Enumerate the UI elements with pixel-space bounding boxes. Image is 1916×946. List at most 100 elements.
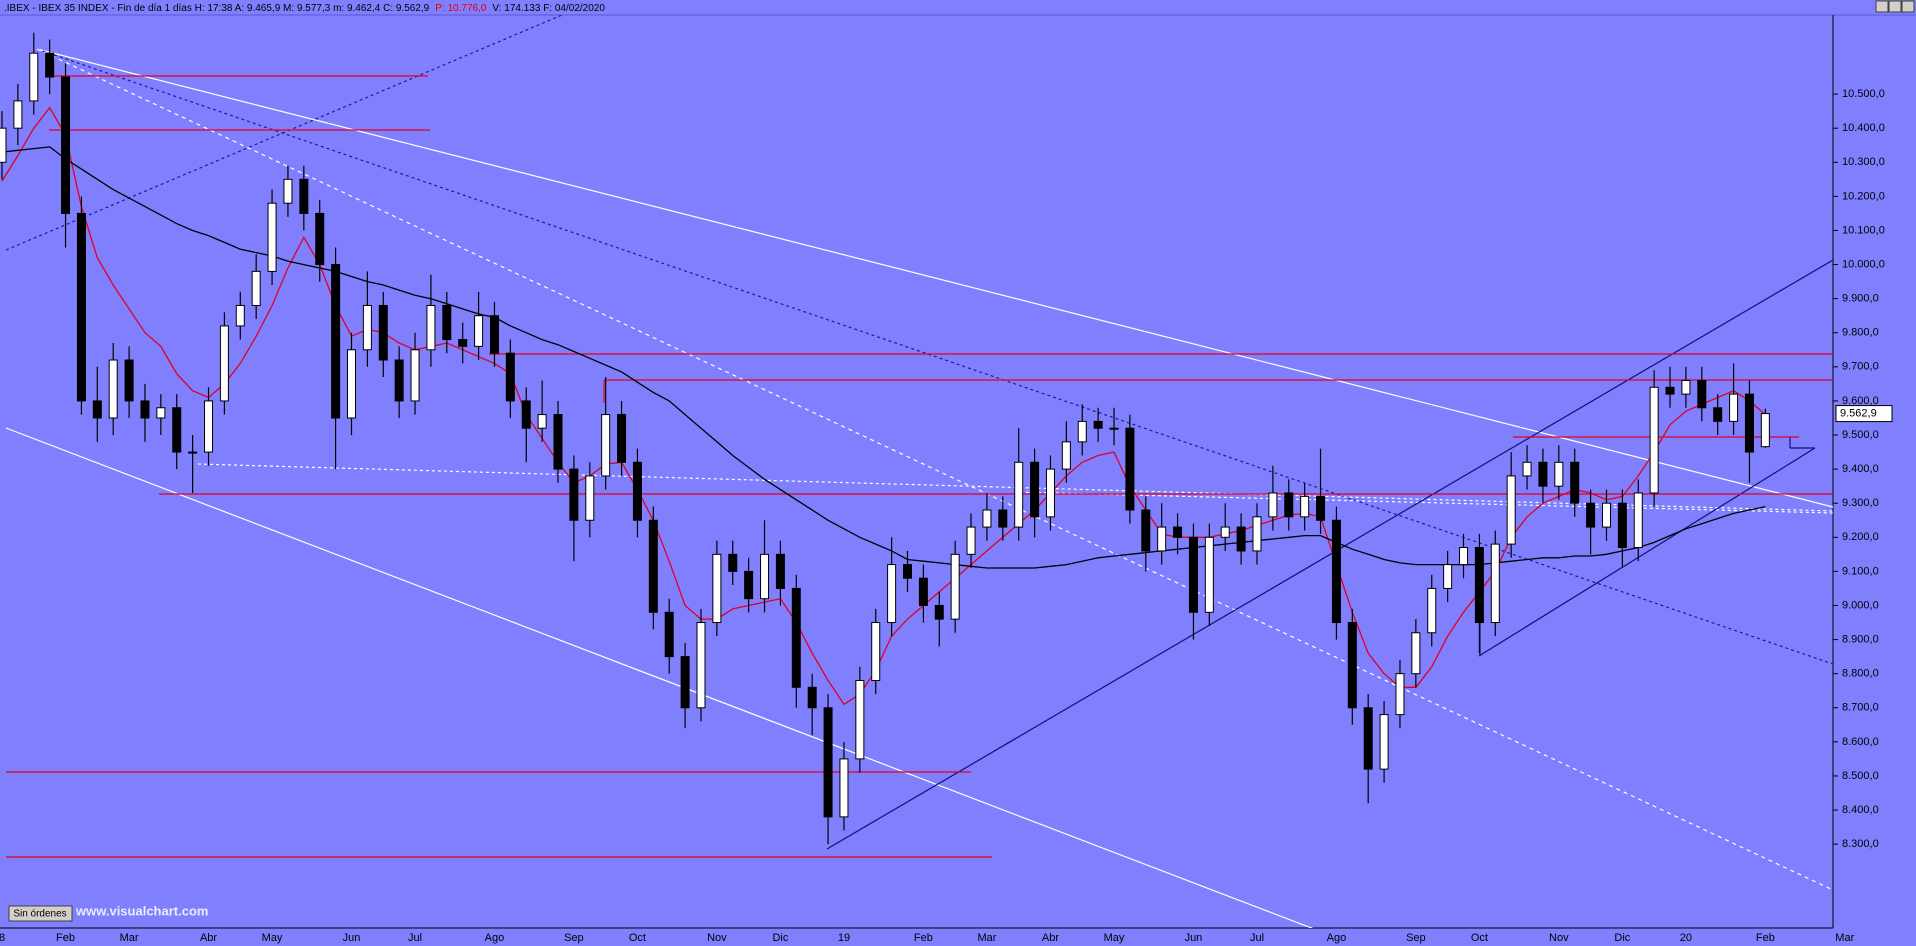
candle-body xyxy=(1633,492,1643,549)
candle-body xyxy=(632,461,642,521)
y-tick-label: 10.000,0 xyxy=(1842,258,1885,270)
candle-body xyxy=(1522,461,1532,477)
candle-body xyxy=(1665,386,1675,395)
y-tick-label: 8.700,0 xyxy=(1842,702,1879,714)
candle-body xyxy=(1268,492,1278,518)
x-tick-label: Ago xyxy=(1327,932,1347,944)
x-tick-label: May xyxy=(262,932,283,944)
candle-body xyxy=(1188,536,1198,613)
candle-body xyxy=(680,656,690,709)
candle-body xyxy=(1379,714,1389,770)
candle-body xyxy=(1617,502,1627,549)
candle-body xyxy=(1697,379,1707,409)
candle-body xyxy=(887,564,897,624)
candle-body xyxy=(1252,516,1262,552)
candle-body xyxy=(188,451,198,454)
candle-body xyxy=(791,587,801,688)
candle-body xyxy=(1220,526,1230,538)
orders-button-label[interactable]: Sin órdenes xyxy=(13,909,66,920)
close-button[interactable] xyxy=(1901,0,1915,13)
candle-body xyxy=(1506,475,1516,545)
window-buttons[interactable] xyxy=(1875,0,1915,13)
moving-average xyxy=(1,146,1766,569)
x-tick-label: Jun xyxy=(343,932,361,944)
candle-body xyxy=(934,604,944,620)
trend-line xyxy=(826,259,1833,850)
candle-body xyxy=(918,577,928,606)
series-layer xyxy=(0,32,1770,845)
y-tick-label: 8.500,0 xyxy=(1842,770,1879,782)
x-tick-label: 8 xyxy=(0,932,5,944)
candle-body xyxy=(569,468,579,521)
candle-body xyxy=(442,304,452,341)
x-tick-label: Jun xyxy=(1185,932,1203,944)
candle-body xyxy=(601,414,611,477)
y-tick-label: 10.200,0 xyxy=(1842,190,1885,202)
x-tick-label: May xyxy=(1104,932,1125,944)
y-tick-label: 10.400,0 xyxy=(1842,122,1885,134)
y-tick-label: 9.400,0 xyxy=(1842,463,1879,475)
header-extra: V: 174.133 F: 04/02/2020 xyxy=(492,3,605,14)
candle-body xyxy=(537,414,547,429)
candle-body xyxy=(823,707,833,818)
candle-body xyxy=(585,475,595,521)
candle-body xyxy=(1490,543,1500,624)
y-tick-label: 9.700,0 xyxy=(1842,361,1879,373)
candle-body xyxy=(1347,622,1357,709)
candle-body xyxy=(807,686,817,709)
candle-body xyxy=(696,622,706,709)
candle-body xyxy=(1204,536,1214,613)
y-tick-label: 8.600,0 xyxy=(1842,736,1879,748)
candle-body xyxy=(1554,461,1564,487)
x-tick-label: Feb xyxy=(914,932,933,944)
candle-body xyxy=(1045,468,1055,518)
x-tick-label: Mar xyxy=(120,932,139,944)
y-tick-label: 8.400,0 xyxy=(1842,804,1879,816)
x-tick-label: Dic xyxy=(772,932,788,944)
moving-average xyxy=(1,106,1766,706)
candle-body xyxy=(1681,379,1691,395)
watermark: www.visualchart.com xyxy=(75,903,208,918)
maximize-button[interactable] xyxy=(1888,0,1902,13)
x-tick-label: Abr xyxy=(1042,932,1059,944)
candle-body xyxy=(251,270,261,306)
candle-body xyxy=(1316,495,1326,521)
candle-body xyxy=(283,178,293,204)
candle-body xyxy=(140,400,150,419)
candle-body xyxy=(617,414,627,463)
candle-body xyxy=(331,264,341,419)
header-info: .IBEX - IBEX 35 INDEX - Fin de día 1 día… xyxy=(4,3,430,14)
candle-body xyxy=(299,178,309,214)
candle-body xyxy=(855,679,865,760)
x-tick-label: Abr xyxy=(200,932,217,944)
candle-body xyxy=(378,304,388,361)
candle-body xyxy=(1570,461,1580,504)
candle-body xyxy=(1538,461,1548,487)
candle-body xyxy=(410,349,420,402)
candle-body xyxy=(1474,547,1484,624)
x-tick-label: Oct xyxy=(1471,932,1488,944)
candle-body xyxy=(45,52,55,78)
candle-body xyxy=(426,304,436,351)
candle-body xyxy=(1586,502,1596,528)
candle-body xyxy=(156,407,166,419)
last-price-label: 9.562,9 xyxy=(1840,407,1877,419)
x-tick-label: Feb xyxy=(56,932,75,944)
x-tick-label: Oct xyxy=(629,932,646,944)
trend-line xyxy=(1478,447,1816,657)
candle-body xyxy=(1459,547,1469,566)
y-tick-label: 10.300,0 xyxy=(1842,156,1885,168)
candle-body xyxy=(346,349,356,419)
candle-body xyxy=(664,611,674,658)
candle-body xyxy=(839,758,849,818)
y-tick-label: 10.100,0 xyxy=(1842,224,1885,236)
y-tick-label: 9.600,0 xyxy=(1842,395,1879,407)
x-tick-label: Sep xyxy=(1406,932,1426,944)
orders-button[interactable] xyxy=(8,905,73,922)
candle-body xyxy=(1157,526,1167,552)
candle-body xyxy=(775,553,785,589)
minimize-button[interactable] xyxy=(1875,0,1889,13)
x-tick-label: Sep xyxy=(564,932,584,944)
